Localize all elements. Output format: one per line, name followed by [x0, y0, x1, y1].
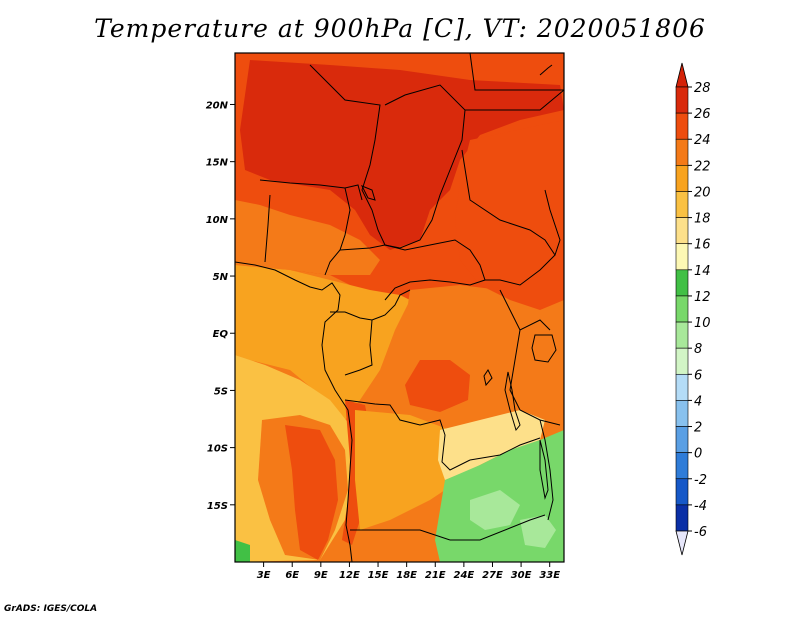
colorbar-label: 10: [694, 316, 711, 331]
y-tick-label: 5N: [213, 272, 229, 283]
colorbar-swatch: [675, 86, 689, 114]
temp-region-highlands-cool: [470, 490, 520, 530]
temp-region-east: [455, 120, 564, 310]
y-tick-label: 10S: [207, 444, 228, 455]
border-zambia-south: [450, 514, 546, 541]
temp-region-highlands-cool-2: [520, 515, 556, 548]
lake-victoria: [531, 334, 557, 363]
colorbar-label: 16: [694, 238, 711, 253]
red-sea-coast: [539, 64, 553, 76]
colorbar-swatch: [675, 138, 689, 166]
colorbar-bottom-arrow: [675, 530, 689, 556]
y-tick-label: 10N: [206, 215, 229, 226]
west-coastline: [235, 261, 353, 562]
colorbar-swatch: [675, 504, 689, 532]
temp-region-ocean-hot: [285, 425, 338, 560]
x-tick-label: 3E: [257, 570, 271, 581]
x-tick-label: 27E: [482, 570, 503, 581]
y-tick-label: 5S: [214, 386, 228, 397]
colorbar-swatch: [675, 426, 689, 453]
colorbar-swatch: [675, 295, 689, 323]
temperature-field: [235, 53, 564, 562]
colorbar-label: 24: [694, 133, 711, 148]
borders-layer: [235, 53, 564, 562]
border-car: [339, 239, 486, 301]
x-tick-label: 12E: [339, 570, 360, 581]
y-tick-label: EQ: [213, 329, 229, 340]
colorbar-label: -4: [694, 499, 707, 514]
colorbar-label: 12: [694, 290, 711, 305]
plot-title: Temperature at 900hPa [C], VT: 202005180…: [94, 14, 706, 43]
colorbar-swatch: [675, 112, 689, 140]
colorbar-swatch: [675, 478, 689, 506]
colorbar-swatch: [675, 269, 689, 297]
colorbar-label: 8: [694, 342, 702, 357]
border-benin: [264, 194, 271, 263]
colorbar-label: -2: [694, 473, 707, 488]
y-axis: 20N 15N 10N 5N EQ 5S 10S 15S: [206, 100, 235, 512]
map-frame: [234, 52, 565, 563]
border-sudan: [465, 53, 564, 111]
colorbar-swatch: [675, 191, 689, 218]
colorbar-swatch: [675, 321, 689, 349]
colorbar-swatch: [675, 243, 689, 271]
x-tick-label: 15E: [368, 570, 389, 581]
border-drc-angola: [344, 399, 471, 471]
colorbar-label: 28: [694, 81, 711, 96]
temp-region-sahel-hot: [240, 60, 564, 250]
colorbar-swatch: [675, 373, 689, 401]
border-ethiopia: [544, 189, 561, 256]
colorbar-label: 26: [694, 107, 711, 122]
border-niger-nigeria: [259, 179, 363, 201]
colorbar-top-arrow: [675, 62, 689, 88]
grads-credit: GrADS: IGES/COLA: [4, 604, 98, 614]
y-tick-label: 20N: [206, 100, 229, 111]
border-congo-2: [344, 319, 373, 376]
border-south-sudan: [461, 149, 556, 286]
colorbar-label: 0: [694, 447, 702, 462]
colorbar-label: 4: [694, 394, 702, 409]
temp-region-congo-core: [405, 360, 470, 412]
colorbar-swatch: [675, 347, 689, 375]
colorbar-swatch: [675, 400, 689, 427]
x-axis: 3E 6E 9E 12E 15E 18E 21E 24E 27E 30E 33E: [257, 562, 560, 581]
temp-region-sw-corner: [235, 540, 250, 562]
lake-tanganyika: [504, 371, 521, 432]
colorbar-label: 14: [694, 264, 711, 279]
x-tick-label: 21E: [425, 570, 446, 581]
border-malawi: [539, 419, 554, 521]
lake-malawi: [539, 439, 549, 500]
x-tick-label: 33E: [539, 570, 560, 581]
border-zambia: [469, 437, 541, 461]
colorbar-swatch: [675, 217, 689, 245]
border-angola-namibia: [350, 529, 451, 541]
colorbar-label: -6: [694, 525, 707, 540]
colorbar-label: 6: [694, 368, 702, 383]
x-tick-label: 18E: [396, 570, 417, 581]
y-tick-label: 15S: [207, 501, 228, 512]
colorbar-label: 20: [694, 185, 711, 200]
colorbar-label: 22: [694, 159, 711, 174]
colorbar-swatch: [675, 165, 689, 192]
colorbar-label: 2: [694, 421, 702, 436]
border-nigeria-cameroon: [324, 187, 351, 276]
colorbar-label: 18: [694, 212, 711, 227]
border-sahara: [309, 64, 386, 246]
x-tick-label: 30E: [511, 570, 532, 581]
border-congo: [330, 289, 411, 321]
x-tick-label: 9E: [314, 570, 328, 581]
lake-kivu: [483, 369, 493, 387]
border-chad: [384, 84, 466, 249]
x-tick-label: 24E: [453, 570, 474, 581]
y-tick-label: 15N: [206, 158, 229, 169]
border-tanzania: [509, 329, 561, 426]
temp-region-gulf: [235, 200, 380, 275]
lake-chad: [360, 185, 376, 201]
colorbar-swatch: [675, 452, 689, 480]
x-tick-label: 6E: [285, 570, 299, 581]
